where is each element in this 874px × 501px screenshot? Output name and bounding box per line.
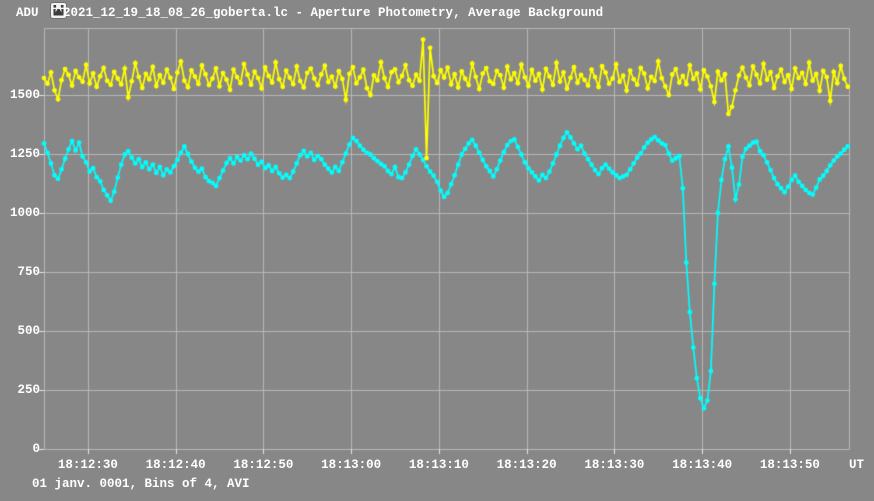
y-tick-label: 750	[17, 265, 40, 279]
x-tick-label: 18:12:30	[57, 458, 118, 472]
y-tick-label: 500	[17, 324, 40, 338]
y-tick-label: 1250	[9, 147, 40, 162]
window-title: 2021_12_19_18_08_26_goberta.lc - Apertur…	[63, 6, 604, 20]
y-axis-unit-label: ADU	[16, 6, 39, 20]
app-icon	[50, 2, 67, 19]
x-tick-label: 18:13:50	[759, 458, 820, 472]
x-tick-label: 18:13:00	[321, 458, 382, 472]
x-tick-label: 18:12:40	[145, 458, 206, 472]
x-tick-label: 18:13:30	[584, 458, 645, 472]
x-tick-label: 18:13:20	[496, 458, 557, 472]
y-tick-label: 250	[17, 383, 40, 397]
footer-info: 01 janv. 0001, Bins of 4, AVI	[32, 477, 250, 491]
x-tick-label: 18:12:50	[233, 458, 294, 472]
y-tick-label: 1500	[9, 88, 40, 103]
x-axis-unit-label: UT	[849, 458, 865, 472]
x-tick-label: 18:13:10	[408, 458, 469, 472]
x-tick-label: 18:13:40	[672, 458, 733, 472]
y-tick-label: 0	[32, 442, 40, 456]
y-tick-label: 1000	[9, 206, 40, 220]
